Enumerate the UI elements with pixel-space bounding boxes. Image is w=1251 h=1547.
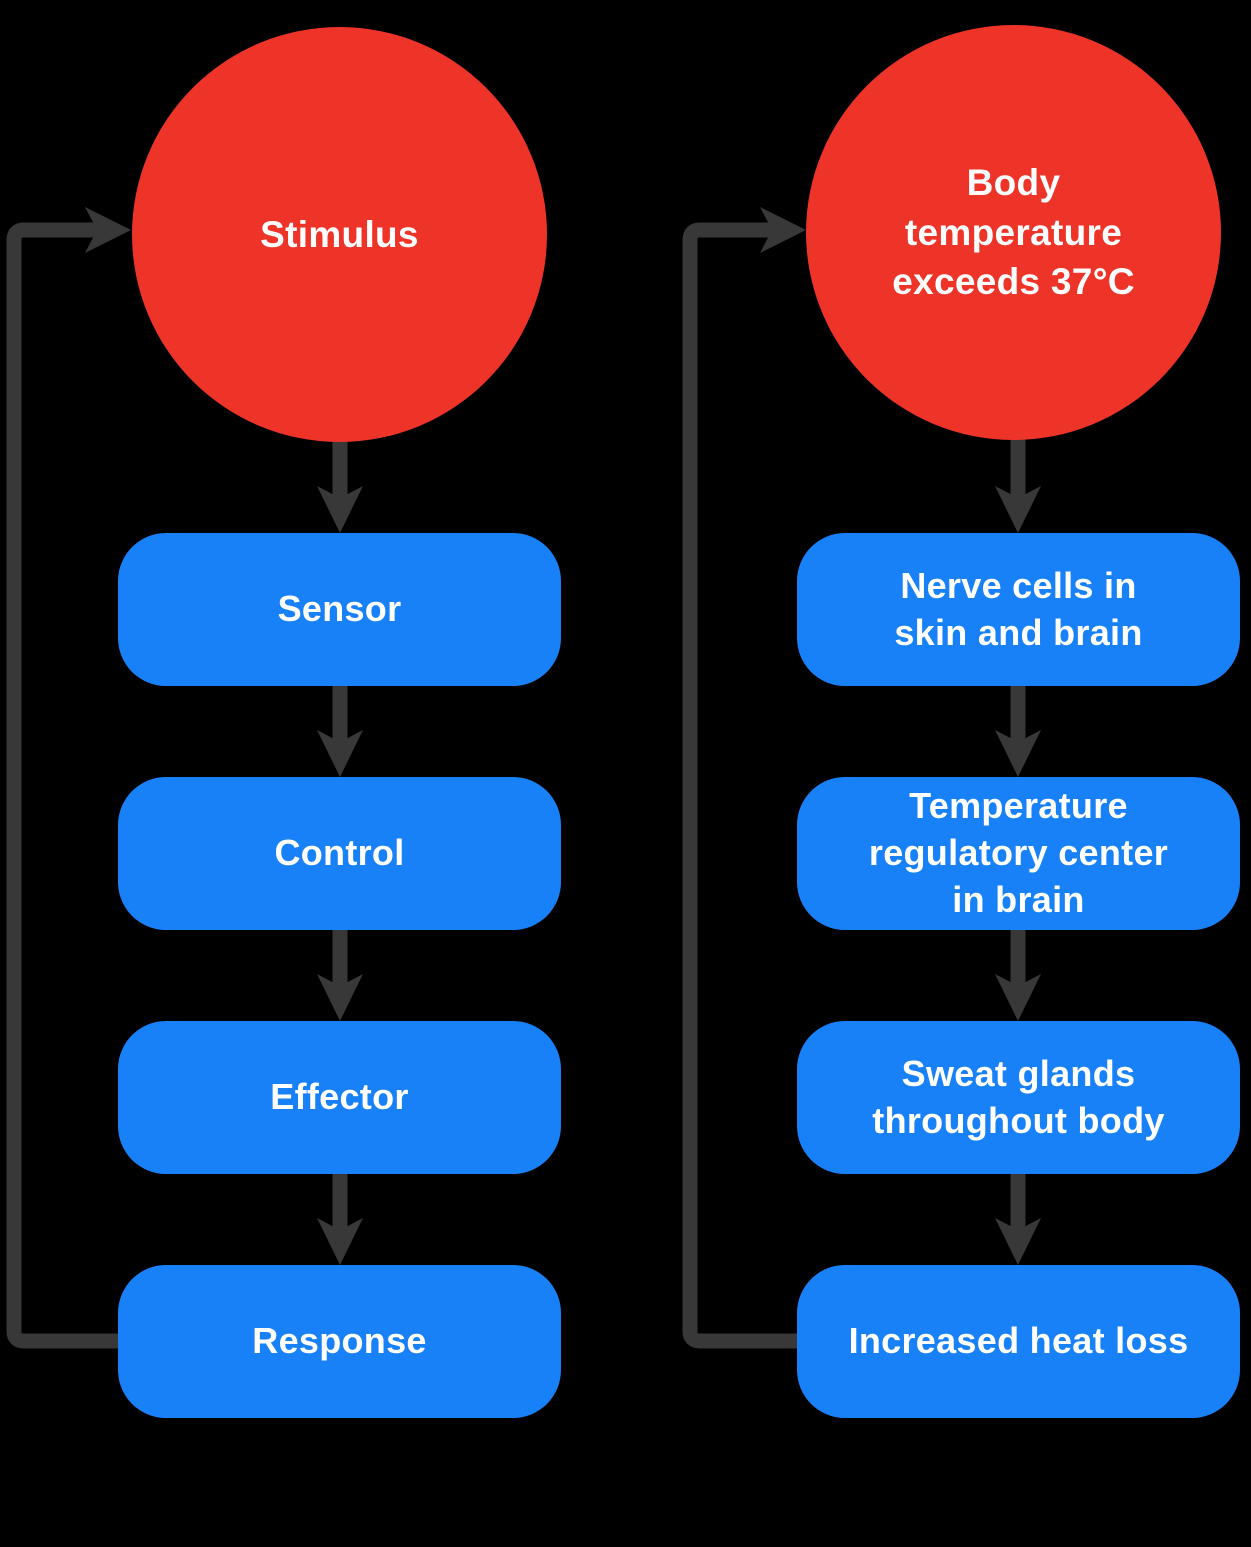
flow-arrow-nervecells-to-regcenter (995, 677, 1041, 777)
stimulus-circle: Stimulus (132, 27, 547, 442)
feedback-loop-left (6, 207, 133, 1349)
flow-arrow-control-to-effector (317, 921, 363, 1021)
body-temperature-label: Body temperature exceeds 37°C (892, 161, 1135, 303)
effector-box: Effector (118, 1021, 561, 1174)
regulatory-center-label: Temperature regulatory center in brain (868, 785, 1169, 920)
nerve-cells-box: Nerve cells in skin and brain (797, 533, 1240, 686)
heat-loss-label: Increased heat loss (848, 1320, 1189, 1362)
body-temperature-circle: Body temperature exceeds 37°C (806, 25, 1221, 440)
flow-arrow-regcenter-to-sweatglands (995, 921, 1041, 1021)
stimulus-label: Stimulus (260, 213, 419, 255)
sweat-glands-box: Sweat glands throughout body (797, 1021, 1240, 1174)
regulatory-center-box: Temperature regulatory center in brain (797, 777, 1240, 930)
effector-label: Effector (270, 1076, 409, 1118)
control-box: Control (118, 777, 561, 930)
feedback-loop-right (682, 207, 808, 1349)
control-label: Control (274, 832, 405, 874)
flow-arrow-sweatglands-to-heatloss (995, 1165, 1041, 1265)
heat-loss-box: Increased heat loss (797, 1265, 1240, 1418)
nerve-cells-label: Nerve cells in skin and brain (894, 564, 1143, 653)
flow-arrow-effector-to-response (317, 1165, 363, 1265)
flow-arrow-stimulus-to-sensor (317, 434, 363, 533)
response-label: Response (252, 1320, 427, 1362)
sensor-label: Sensor (277, 588, 402, 630)
flow-arrow-bodytemp-to-nervecells (995, 432, 1041, 533)
response-box: Response (118, 1265, 561, 1418)
sweat-glands-label: Sweat glands throughout body (872, 1052, 1165, 1141)
flow-arrow-sensor-to-control (317, 677, 363, 777)
sensor-box: Sensor (118, 533, 561, 686)
